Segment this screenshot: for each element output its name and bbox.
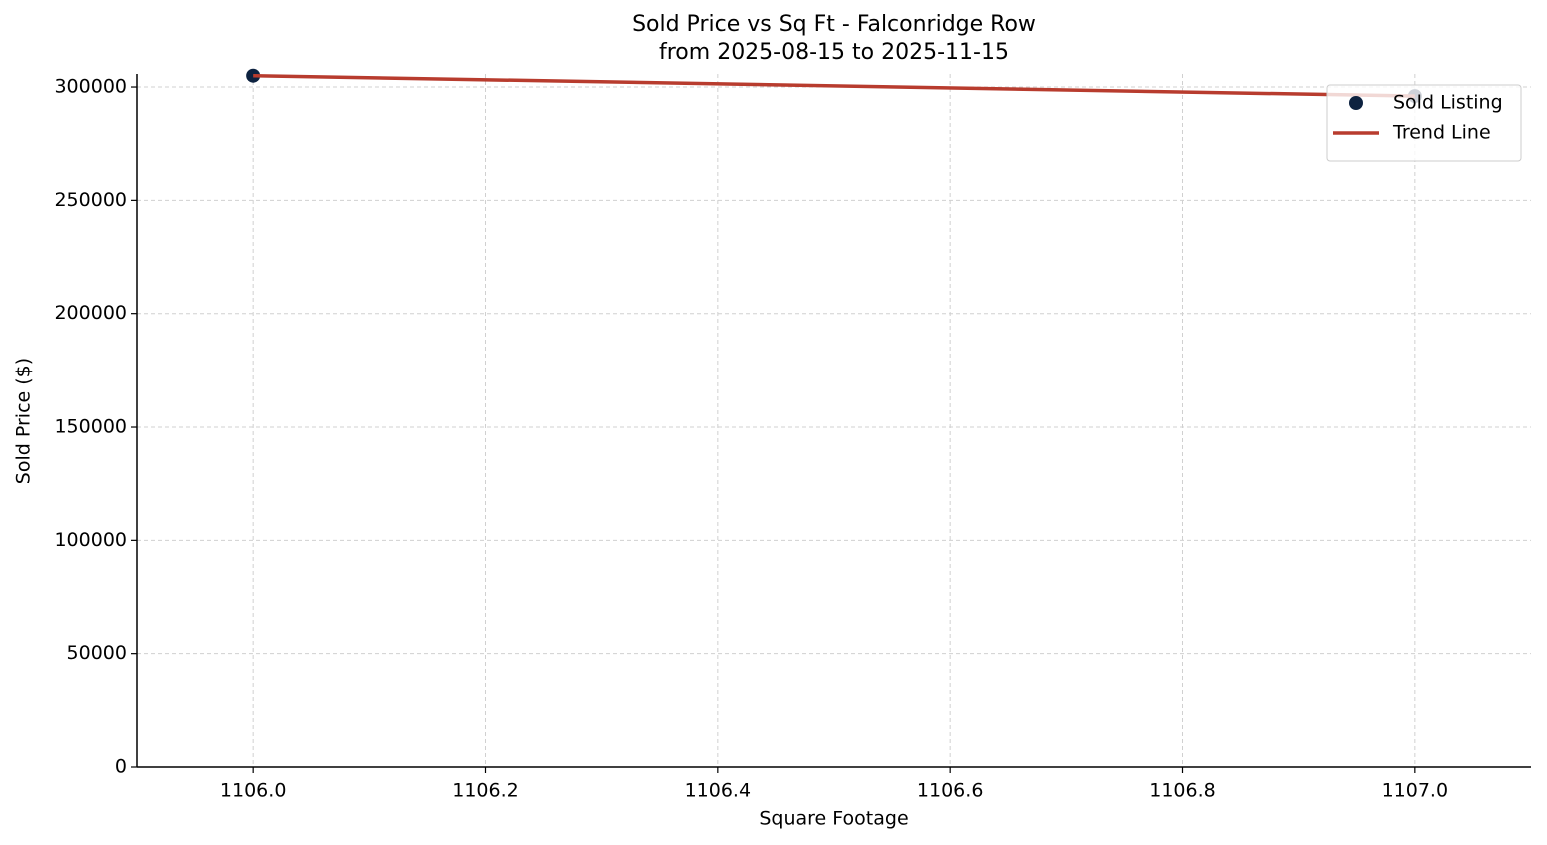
legend-label: Sold Listing <box>1393 92 1503 114</box>
y-tick-label: 50000 <box>67 642 127 664</box>
trend-line <box>253 73 1415 98</box>
legend: Sold Listing Trend Line <box>1326 84 1522 162</box>
x-tick-label: 1106.0 <box>220 780 286 802</box>
y-tick-label: 0 <box>115 756 127 778</box>
chart-title: Sold Price vs Sq Ft - Falconridge Row <box>632 12 1036 37</box>
plot-area <box>246 68 1422 104</box>
x-axis-label: Square Footage <box>759 808 908 830</box>
y-tick-label: 250000 <box>54 189 127 211</box>
y-axis-label: Sold Price ($) <box>13 358 35 484</box>
legend-swatch <box>1349 96 1363 110</box>
x-tick-label: 1106.8 <box>1149 780 1215 802</box>
x-tick-label: 1106.4 <box>685 780 751 802</box>
legend-box <box>1326 84 1522 162</box>
y-tick-label: 300000 <box>54 76 127 98</box>
legend-label: Trend Line <box>1392 122 1491 144</box>
chart-subtitle: from 2025-08-15 to 2025-11-15 <box>659 40 1009 65</box>
x-tick-label: 1106.2 <box>452 780 518 802</box>
y-tick-label: 100000 <box>54 529 127 551</box>
grid <box>137 74 1531 768</box>
y-tick-label: 150000 <box>54 416 127 438</box>
x-tick-label: 1106.6 <box>917 780 983 802</box>
y-tick-label: 200000 <box>54 302 127 324</box>
x-tick-label: 1107.0 <box>1382 780 1448 802</box>
